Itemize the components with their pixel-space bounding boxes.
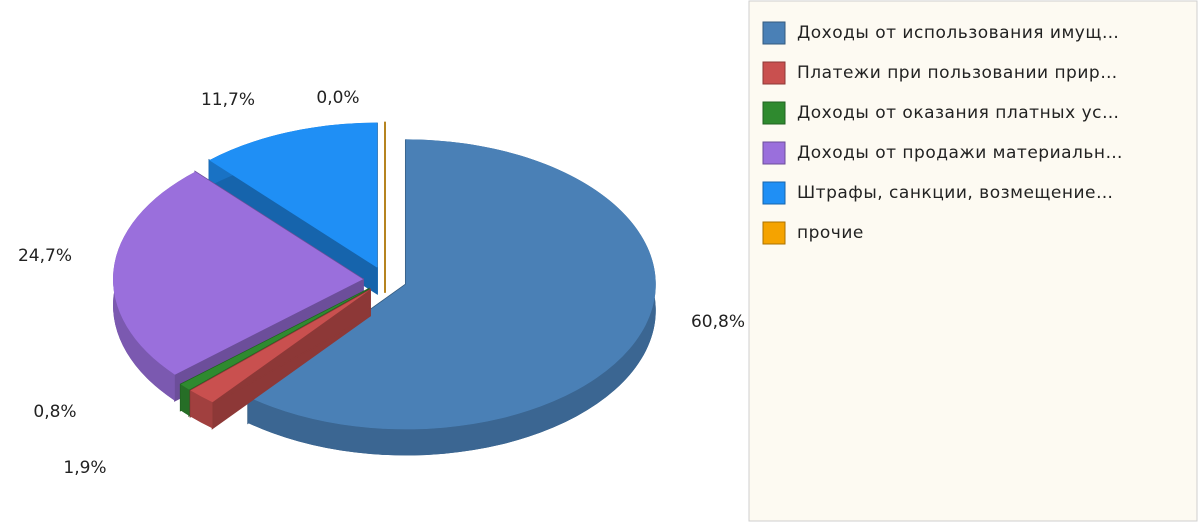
slice-top (113, 171, 364, 375)
pie: 60,8% 1,9% 0,8% 24,7% 11,7% 0,0% (18, 88, 745, 478)
data-label: 0,8% (33, 402, 76, 422)
legend-label: Доходы от продажи материальн… (797, 143, 1123, 163)
data-label: 1,9% (63, 458, 106, 478)
slice-top (209, 122, 378, 268)
legend-swatch (762, 141, 786, 165)
legend-label: Штрафы, санкции, возмещение… (797, 183, 1114, 203)
data-label: 24,7% (18, 246, 72, 266)
legend-label: Доходы от оказания платных ус… (797, 103, 1119, 123)
legend-swatch (762, 181, 786, 205)
slice-side (248, 139, 656, 456)
legend-box (748, 0, 1198, 522)
slice (189, 288, 371, 430)
legend-swatch (762, 21, 786, 45)
legend-swatch (762, 101, 786, 125)
slice-side (190, 390, 213, 429)
data-label: 0,0% (316, 88, 359, 108)
data-label: 11,7% (201, 90, 255, 110)
legend-label: Платежи при пользовании прир… (797, 63, 1118, 83)
slice-top (190, 289, 371, 403)
legend-label: Доходы от использования имущ… (797, 23, 1119, 43)
legend: Доходы от использования имущ… Платежи при… (762, 21, 1123, 245)
slice-top (180, 288, 369, 390)
slice (208, 122, 378, 296)
slice-side (180, 384, 190, 416)
data-label: 60,8% (691, 312, 745, 332)
slice-top (248, 139, 656, 430)
legend-label: прочие (797, 223, 864, 243)
legend-swatch (762, 221, 786, 245)
legend-swatch (762, 61, 786, 85)
